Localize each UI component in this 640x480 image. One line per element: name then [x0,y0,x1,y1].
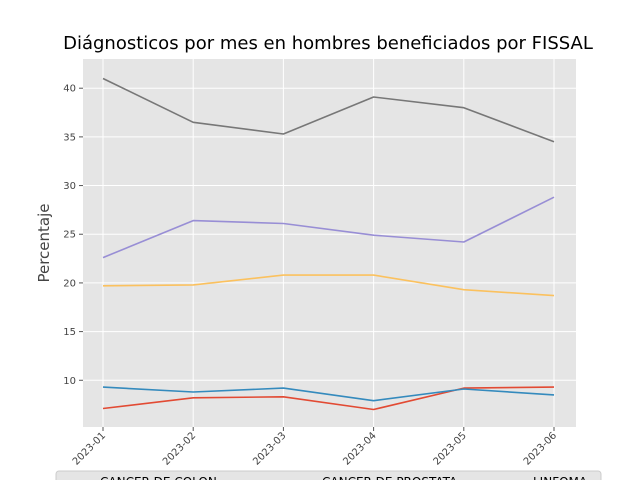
series-line-1 [102,386,555,411]
x-tick-label: 2023-01 [71,430,108,467]
series-line-5 [102,274,555,297]
x-tick-label: 2023-05 [432,430,469,467]
y-axis-label: Percentaje [35,203,53,282]
y-tick-label: 20 [63,278,76,289]
y-tick-label: 15 [63,327,76,338]
series-line-4 [102,77,555,143]
legend: CANCER DE COLON CANCER DE PROSTATA LINFOMA [55,470,602,480]
chart-title: Diágnosticos por mes en hombres benefici… [63,33,593,54]
x-tick-label: 2023-03 [251,430,288,467]
y-tick-label: 40 [63,84,76,95]
x-tick-label: 2023-04 [341,430,378,467]
y-tick-label: 35 [63,132,76,143]
legend-label: CANCER DE PROSTATA [322,475,458,480]
y-tick-label: 30 [63,181,76,192]
legend-label: LINFOMA [533,475,588,480]
y-tick-label: 10 [63,376,76,387]
y-axis: 10 15 20 25 30 35 40 [63,84,83,387]
grid [83,59,576,427]
plot-area [83,59,576,427]
x-axis: 2023-01 2023-02 2023-03 2023-04 2023-05 2023-… [71,427,559,468]
series-line-2 [102,386,555,402]
series-line-3 [102,196,555,259]
legend-box [55,470,602,480]
x-tick-label: 2023-02 [161,430,198,467]
legend-label: CANCER DE COLON [100,475,217,480]
y-tick-label: 25 [63,230,76,241]
x-tick-label: 2023-06 [522,430,559,467]
series-lines [102,77,555,411]
